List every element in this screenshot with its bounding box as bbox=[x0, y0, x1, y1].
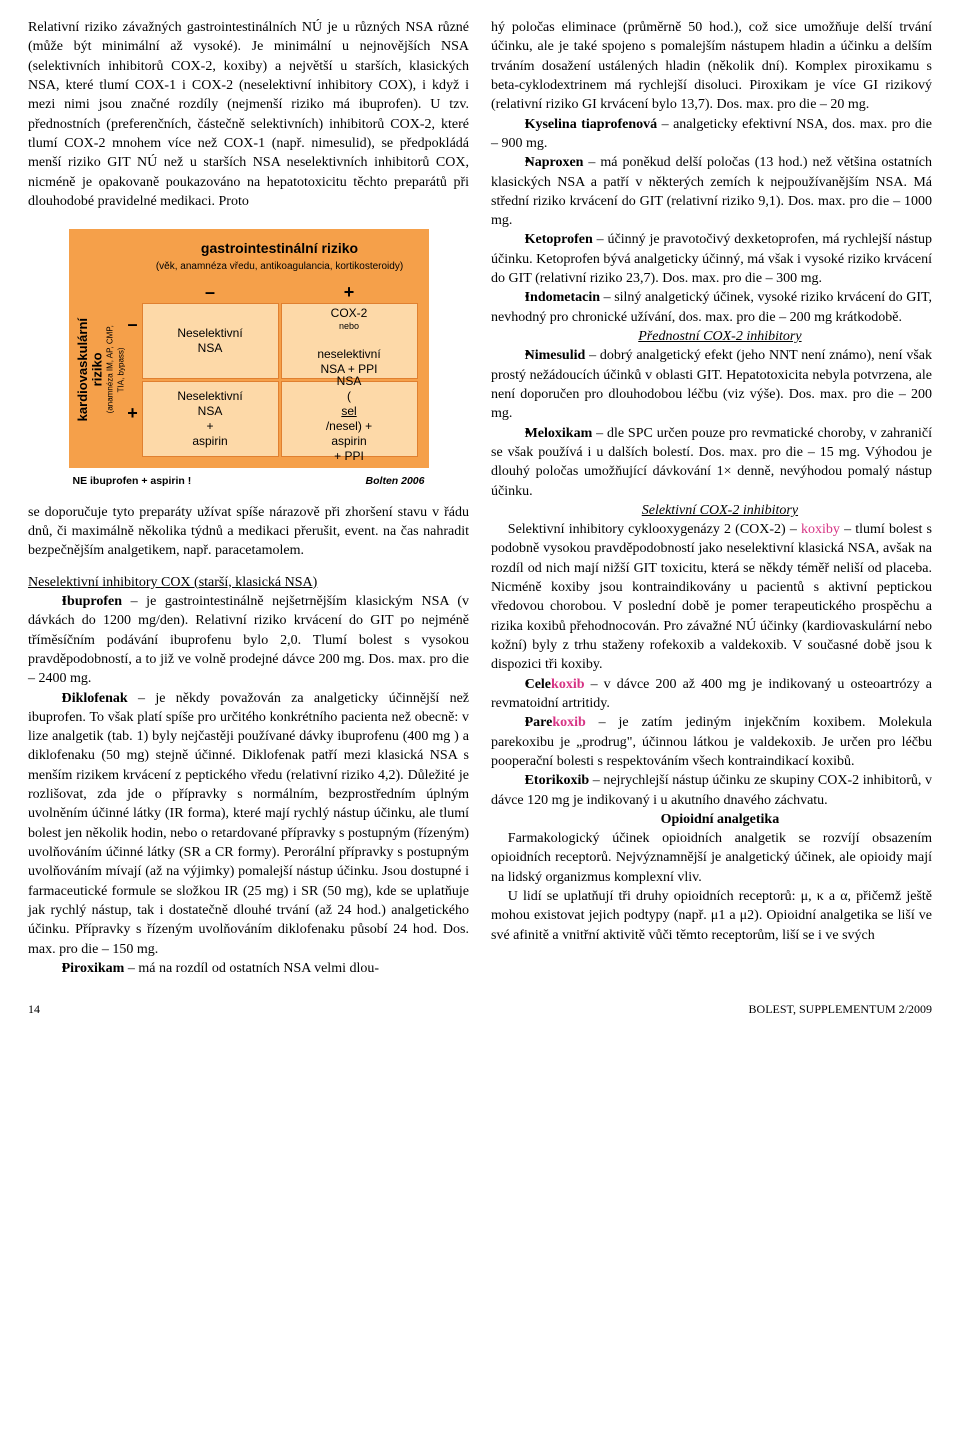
bullet-etorikoxib: •Etorikoxib – nejrychlejší nástup účinku… bbox=[491, 771, 932, 810]
right-para-1: hý poločas eliminace (průměrně 50 hod.),… bbox=[491, 18, 932, 115]
xtick-plus: + bbox=[280, 280, 419, 302]
risk-chart: gastrointestinální riziko (věk, anamnéza… bbox=[69, 229, 429, 489]
xtick-minus: – bbox=[141, 280, 280, 302]
page-footer: 14 BOLEST, SUPPLEMENTUM 2/2009 bbox=[28, 1002, 932, 1017]
para-koxiby: Selektivní inhibitory cyklooxygenázy 2 (… bbox=[491, 520, 932, 675]
section-opioidni: Opioidní analgetika bbox=[491, 810, 932, 829]
bullet-tiaprofenova: •Kyselina tiaprofenová – analgeticky efe… bbox=[491, 115, 932, 154]
section-neselektivni: Neselektivní inhibitory COX (starší, kla… bbox=[28, 573, 469, 592]
chart-xticks: – + bbox=[141, 280, 419, 302]
cell-top-left: NeselektivníNSA bbox=[142, 303, 279, 379]
bullet-piroxikam: •Piroxikam – má na rozdíl od ostatních N… bbox=[28, 959, 469, 978]
chart-subtitle: (věk, anamnéza vředu, antikoagulancia, k… bbox=[141, 260, 419, 274]
left-column: Relativní riziko závažných gastrointesti… bbox=[28, 18, 469, 978]
para-opioid-1: Farmakologický účinek opioidních analget… bbox=[491, 829, 932, 887]
page-number: 14 bbox=[28, 1002, 40, 1017]
section-selektivni: Selektivní COX-2 inhibitory bbox=[491, 501, 932, 520]
chart-yticks: – + bbox=[125, 280, 141, 458]
bullet-nimesulid: •Nimesulid – dobrý analgetický efekt (je… bbox=[491, 346, 932, 423]
cell-bottom-left: NeselektivníNSA+aspirin bbox=[142, 381, 279, 457]
bullet-celekoxib: •Celekoxib – v dávce 200 až 400 mg je in… bbox=[491, 675, 932, 714]
bullet-parekoxib: •Parekoxib – je zatím jediným injekčním … bbox=[491, 713, 932, 771]
koxiby-word: koxiby bbox=[801, 522, 840, 537]
cell-top-right: COX-2neboneselektivníNSA + PPI bbox=[281, 303, 418, 379]
cell-bottom-right: NSA(sel/nesel) +aspirin+ PPI bbox=[281, 381, 418, 457]
bullet-ibuprofen: •Ibuprofen – je gastrointestinálně nejše… bbox=[28, 592, 469, 689]
left-para-1: Relativní riziko závažných gastrointesti… bbox=[28, 18, 469, 211]
right-column: hý poločas eliminace (průměrně 50 hod.),… bbox=[491, 18, 932, 978]
chart-footnote-right: Bolten 2006 bbox=[366, 474, 425, 488]
ytick-minus: – bbox=[127, 312, 137, 337]
chart-yaxis: kardiovaskulárníriziko (anamnéza IM, AP,… bbox=[79, 280, 125, 458]
journal-name: BOLEST, SUPPLEMENTUM 2/2009 bbox=[749, 1002, 932, 1017]
chart-title: gastrointestinální riziko bbox=[141, 239, 419, 258]
ytick-plus: + bbox=[127, 401, 138, 426]
section-prednostni: Přednostní COX-2 inhibitory bbox=[491, 327, 932, 346]
koxiby-post: – tlumí bolest s podobně vysokou pravděp… bbox=[491, 522, 932, 672]
koxiby-pre: Selektivní inhibitory cyklooxygenázy 2 (… bbox=[508, 522, 801, 537]
chart-footnote-left: NE ibuprofen + aspirin ! bbox=[73, 474, 192, 488]
bullet-meloxikam: •Meloxikam – dle SPC určen pouze pro rev… bbox=[491, 424, 932, 501]
bullet-naproxen: •Naproxen – má poněkud delší poločas (13… bbox=[491, 153, 932, 230]
left-para-2: se doporučuje tyto preparáty užívat spíš… bbox=[28, 503, 469, 561]
para-opioid-2: U lidí se uplatňují tři druhy opioidních… bbox=[491, 887, 932, 945]
bullet-ketoprofen: •Ketoprofen – účinný je pravotočivý dexk… bbox=[491, 230, 932, 288]
bullet-indometacin: •Indometacin – silný analgetický účinek,… bbox=[491, 288, 932, 327]
bullet-diklofenak: •Diklofenak – je někdy považován za anal… bbox=[28, 689, 469, 959]
